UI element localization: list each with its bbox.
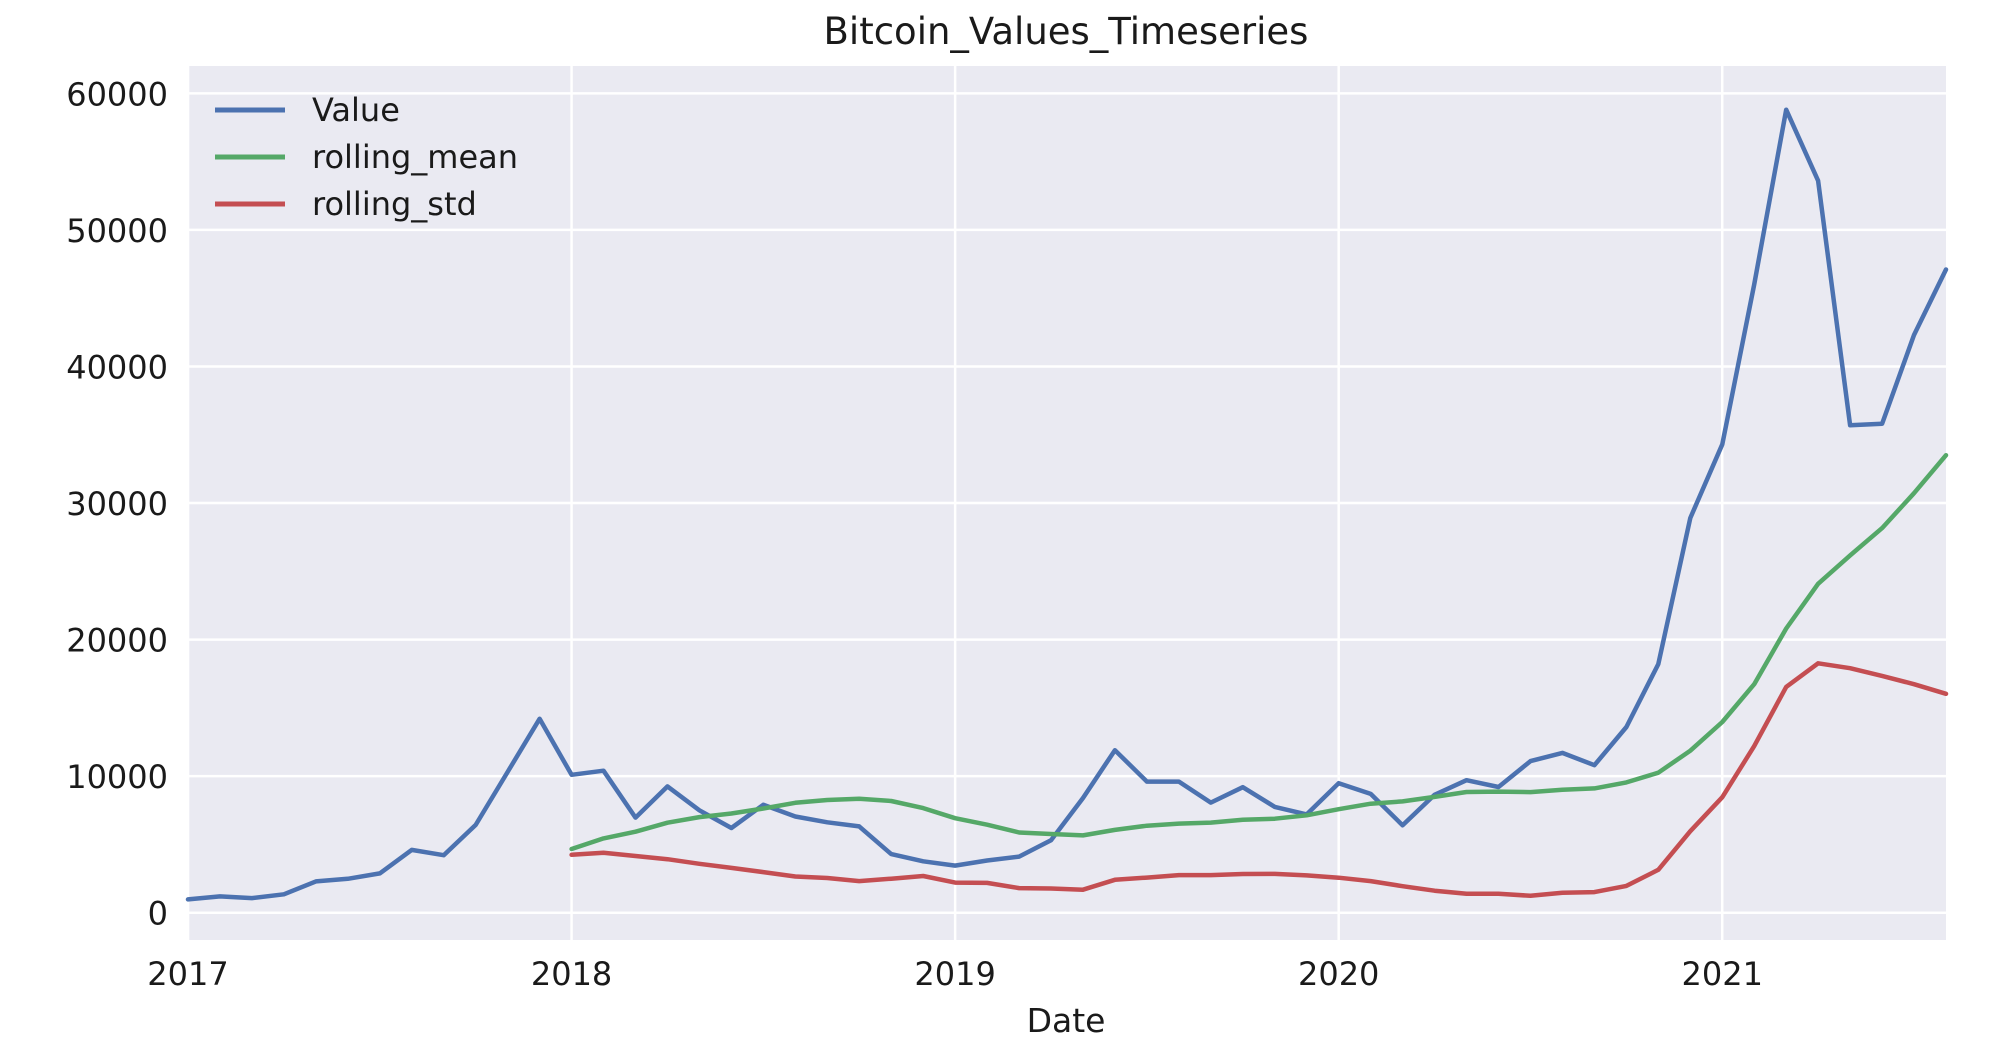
x-tick-label: 2019: [914, 955, 995, 993]
series-line-value: [185, 107, 1949, 902]
y-tick-label: 10000: [66, 758, 168, 796]
chart-title: Bitcoin_Values_Timeseries: [824, 10, 1309, 53]
x-tick-labels: 2017 2018 2019 2020 2021: [147, 955, 1763, 993]
y-tick-label: 20000: [66, 622, 168, 660]
legend-label: Value: [312, 91, 400, 129]
series-line-rolling-mean: [569, 452, 1949, 852]
legend: Value rolling_mean rolling_std: [215, 91, 518, 223]
y-tick-label: 40000: [66, 348, 168, 386]
y-tick-label: 60000: [66, 75, 168, 113]
legend-label: rolling_mean: [312, 138, 518, 176]
legend-label: rolling_std: [312, 185, 477, 223]
y-tick-labels: 0 10000 20000 30000 40000 50000 60000: [66, 75, 168, 932]
x-tick-label: 2021: [1682, 955, 1763, 993]
x-tick-label: 2017: [147, 955, 228, 993]
x-axis-label: Date: [1027, 1001, 1106, 1040]
y-tick-label: 30000: [66, 485, 168, 523]
y-tick-label: 50000: [66, 212, 168, 250]
x-tick-label: 2018: [531, 955, 612, 993]
x-tick-label: 2020: [1298, 955, 1379, 993]
series-lines: [185, 107, 1949, 902]
y-tick-label: 0: [148, 895, 168, 933]
grid-lines: [186, 66, 1946, 940]
series-line-rolling-std: [569, 661, 1949, 899]
